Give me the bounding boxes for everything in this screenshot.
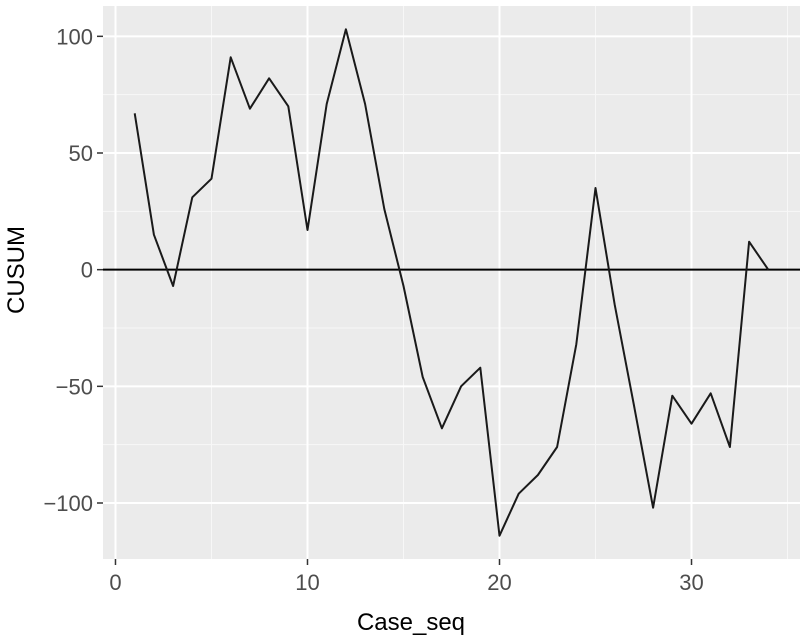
minor-gridlines [103, 6, 800, 559]
y-axis-title: CUSUM [3, 226, 30, 314]
x-axis-ticks: 0 10 20 30 [109, 559, 704, 595]
x-tick-label: 0 [109, 570, 121, 595]
y-axis-ticks: 100 50 0 −50 −100 [43, 24, 103, 516]
y-tick-label: 50 [69, 141, 93, 166]
x-axis-title: Case_seq [357, 609, 465, 636]
plot-panel [103, 6, 800, 559]
x-tick-label: 10 [295, 570, 319, 595]
y-tick-label: −50 [56, 374, 93, 399]
y-tick-label: 0 [81, 258, 93, 283]
x-tick-label: 20 [487, 570, 511, 595]
x-tick-label: 30 [679, 570, 703, 595]
y-tick-label: −100 [43, 491, 93, 516]
major-gridlines [103, 6, 800, 559]
y-tick-label: 100 [56, 24, 93, 49]
cusum-series-line [133, 28, 770, 537]
